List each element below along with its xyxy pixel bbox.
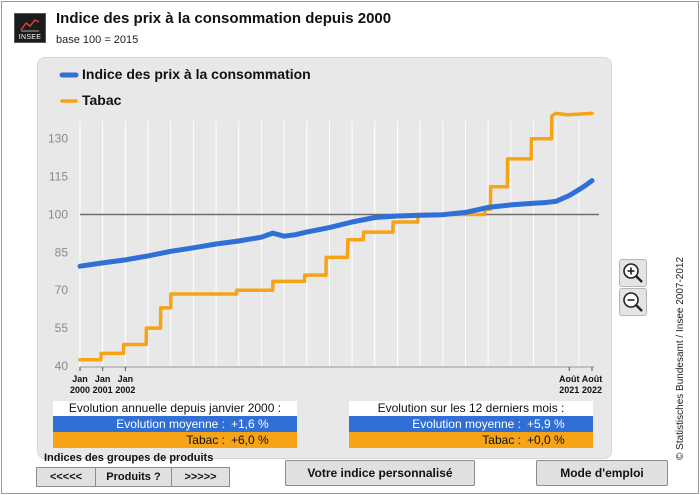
product-groups-label: Indices des groupes de produits (44, 452, 214, 464)
logo-text: INSEE (18, 34, 42, 41)
x-tick-label-month: Août (559, 374, 580, 384)
x-tick-label-year: 2002 (115, 385, 135, 395)
zoom-out-button[interactable] (619, 288, 647, 316)
next-group-button[interactable]: >>>>> (171, 467, 230, 487)
y-tick-label: 70 (55, 283, 69, 297)
zoom-out-icon (623, 292, 643, 312)
info-12m-tabac-value: +0,0 % (527, 433, 565, 447)
page-title: Indice des prix à la consommation depuis… (56, 10, 392, 27)
series-line-cpi (77, 178, 595, 269)
zoom-in-icon (623, 263, 643, 283)
y-tick-label: 40 (55, 359, 69, 373)
x-tick-label-year: 2001 (93, 385, 113, 395)
x-tick-label-year: 2021 (559, 385, 579, 395)
info-annual-heading: Evolution annuelle depuis janvier 2000 : (53, 401, 297, 416)
zoom-in-button[interactable] (619, 259, 647, 287)
y-tick-label: 85 (55, 245, 69, 259)
series-line-tabac (78, 111, 594, 362)
info-box-annual: Evolution annuelle depuis janvier 2000 :… (53, 401, 297, 448)
info-12m-tabac-row: Tabac : +0,0 % (349, 432, 593, 448)
info-12m-tabac-label: Tabac : (482, 433, 521, 447)
page-subtitle: base 100 = 2015 (56, 34, 139, 46)
info-annual-average-value: +1,6 % (231, 417, 269, 431)
x-tick-label-month: Jan (95, 374, 111, 384)
x-tick-label-year: 2022 (582, 385, 602, 395)
y-tick-label: 100 (48, 207, 68, 221)
y-tick-label: 130 (48, 132, 68, 146)
info-12m-average-label: Evolution moyenne : (412, 417, 521, 431)
insee-logo: INSEE (14, 13, 46, 43)
info-annual-average-row: Evolution moyenne : +1,6 % (53, 416, 297, 432)
info-12m-heading: Evolution sur les 12 derniers mois : (349, 401, 593, 416)
products-button[interactable]: Produits ? (95, 467, 172, 487)
logo-chart-icon (20, 19, 40, 32)
previous-group-button[interactable]: <<<<< (36, 467, 96, 487)
info-annual-tabac-label: Tabac : (186, 433, 225, 447)
info-annual-tabac-value: +6,0 % (231, 433, 269, 447)
x-tick-label-month: Jan (72, 374, 88, 384)
user-guide-button[interactable]: Mode d'emploi (536, 460, 668, 486)
legend-label-cpi: Indice des prix à la consommation (82, 66, 311, 82)
info-annual-average-label: Evolution moyenne : (116, 417, 225, 431)
info-annual-tabac-row: Tabac : +6,0 % (53, 432, 297, 448)
info-12m-average-row: Evolution moyenne : +5,9 % (349, 416, 593, 432)
x-tick-label-month: Jan (118, 374, 134, 384)
info-box-12-months: Evolution sur les 12 derniers mois : Evo… (349, 401, 593, 448)
copyright-credit: © Statistisches Bundesamt / Insee 2007-2… (675, 256, 686, 460)
legend-label-tabac: Tabac (82, 92, 122, 108)
y-tick-label: 55 (55, 321, 69, 335)
info-12m-average-value: +5,9 % (527, 417, 565, 431)
x-tick-label-month: Août (582, 374, 603, 384)
y-tick-label: 115 (49, 170, 68, 184)
x-tick-label-year: 2000 (70, 385, 90, 395)
personal-index-button[interactable]: Votre indice personnalisé (285, 460, 475, 486)
